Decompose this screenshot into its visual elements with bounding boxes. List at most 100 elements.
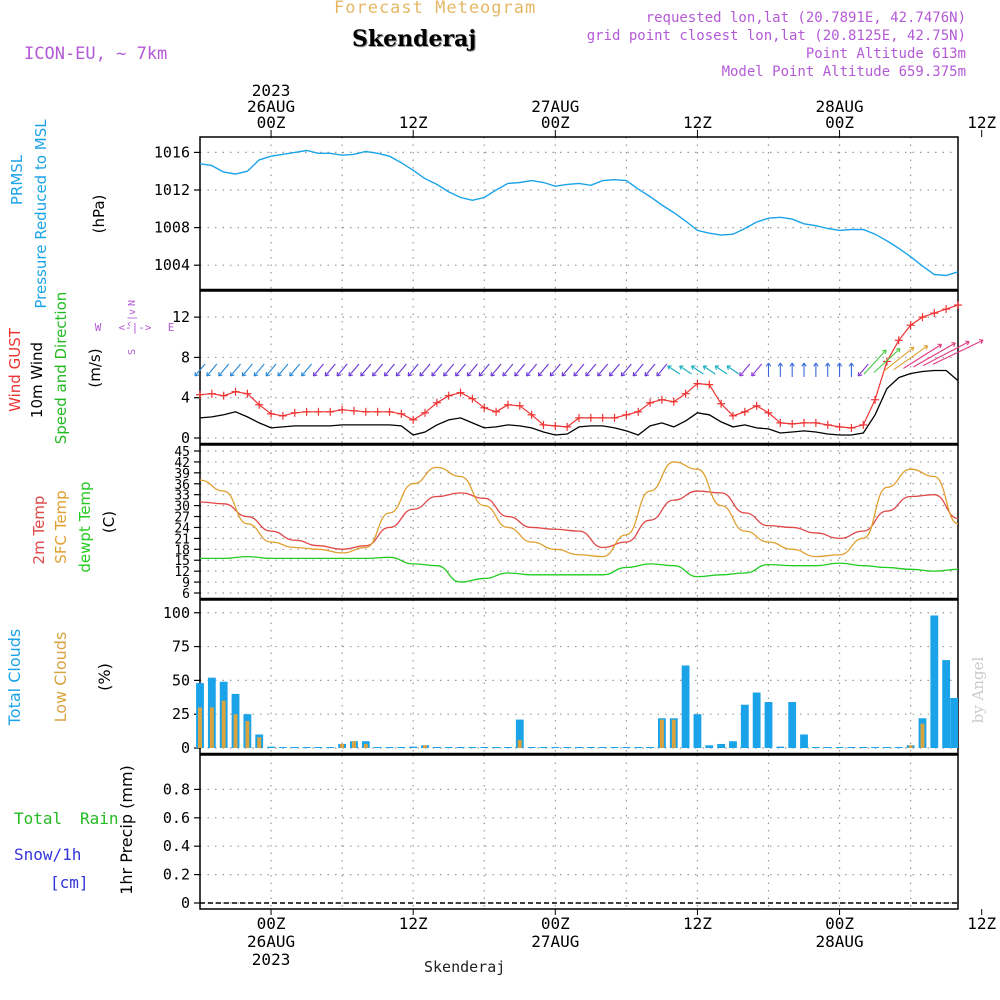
low-clouds-bar	[920, 723, 925, 748]
wind-direction-head	[194, 374, 199, 377]
low-clouds-bar	[209, 707, 214, 748]
low-clouds-bar	[517, 739, 522, 748]
wind-direction-head	[277, 374, 282, 377]
wind-direction-arrow	[913, 342, 956, 368]
wind-gust-marker	[302, 407, 311, 416]
wind-gust-marker	[800, 418, 809, 427]
wind-direction-shaft	[549, 363, 561, 377]
wind-direction-shaft	[561, 363, 573, 377]
wind-direction-arrow	[537, 363, 549, 377]
low-clouds-bar	[233, 714, 238, 748]
total-clouds-bar	[575, 747, 583, 748]
wind-direction-shaft	[726, 365, 740, 375]
total-clouds-bar	[267, 746, 275, 748]
wind-gust-marker	[231, 387, 240, 396]
wind-direction-head	[384, 374, 389, 377]
wind-direction-head	[925, 345, 929, 350]
wind-direction-arrow	[573, 363, 585, 377]
y-tick-label: 8	[181, 348, 190, 366]
wind-direction-shaft	[455, 363, 466, 377]
wind-direction-shaft	[431, 363, 443, 377]
y-tick-label: 1004	[154, 256, 190, 274]
wind-direction-head	[206, 374, 211, 377]
total-clouds-bar	[705, 745, 714, 748]
wind-direction-head	[254, 374, 259, 377]
low-clouds-bar	[671, 719, 676, 748]
wind-direction-arrow	[644, 363, 656, 377]
total-clouds-bar	[729, 741, 737, 748]
y-tick-label: 1012	[154, 181, 190, 199]
bottom-time-label: 12Z	[683, 914, 712, 933]
wind-direction-arrow	[789, 362, 795, 377]
wind-direction-head	[573, 374, 578, 377]
wind-direction-arrow	[348, 363, 360, 377]
wind-direction-arrow	[714, 365, 728, 375]
wind-gust-marker	[575, 413, 583, 422]
wind-gust-marker	[811, 418, 820, 427]
wind-direction-head	[679, 365, 682, 370]
wind-direction-head	[789, 362, 793, 367]
total-clouds-bar	[444, 747, 453, 748]
pressure-series-line	[199, 149, 959, 277]
wind-direction-arrow	[265, 363, 277, 377]
wind-direction-arrow	[585, 363, 597, 377]
wind-direction-head	[858, 374, 863, 377]
bottom-time-label: 28AUG	[815, 932, 863, 951]
low-clouds-bar	[908, 745, 913, 748]
total-clouds-bar	[859, 747, 868, 748]
wind-gust-marker	[894, 336, 903, 345]
wind-gust-marker	[717, 399, 726, 408]
wind-direction-head	[702, 365, 706, 370]
total-clouds-bar	[586, 747, 595, 748]
wind-direction-head	[739, 374, 744, 377]
station-name: Skenderaj	[352, 26, 477, 52]
wind-direction-arrow	[431, 363, 443, 377]
wind-direction-arrow	[702, 365, 716, 375]
total-clouds-bar	[598, 747, 607, 748]
wind-direction-shaft	[538, 363, 549, 377]
compass-north-label: N	[127, 300, 138, 306]
wind-direction-head	[514, 374, 519, 377]
total-clouds-bar	[847, 747, 856, 748]
wind-direction-shaft	[632, 363, 644, 377]
wind-direction-arrow	[419, 363, 431, 377]
wind-direction-head	[242, 374, 247, 377]
wind-gust-marker	[267, 409, 276, 418]
wind-direction-shaft	[903, 343, 942, 369]
wind-direction-arrow	[848, 362, 855, 377]
top-time-label: 2023	[252, 81, 291, 100]
wind-direction-arrow	[690, 365, 704, 375]
model-name: ICON-EU, ~ 7km	[24, 44, 168, 64]
total-clouds-axis-label: Total Clouds	[5, 629, 24, 727]
wind-direction-head	[827, 362, 831, 367]
wind-direction-arrow	[561, 363, 573, 377]
wind-direction-shaft	[913, 342, 956, 368]
wind-direction-arrow	[903, 343, 942, 369]
wind-direction-shaft	[585, 363, 597, 377]
legend-total: Total	[14, 809, 62, 828]
wind-gust-marker	[373, 407, 382, 416]
pressure-panel: 1004 1008 1012 1016	[154, 136, 959, 291]
wind-direction-head	[360, 374, 365, 377]
wind-direction-head	[443, 374, 448, 377]
wind-direction-arrow	[253, 363, 265, 377]
total-clouds-bar	[480, 747, 489, 748]
low-clouds-bar	[198, 707, 202, 748]
y-tick-label: 9	[182, 576, 190, 591]
footer-station: Skenderaj	[424, 958, 506, 976]
wind-direction-head	[372, 374, 377, 377]
temp-2m-axis-label: 2m Temp	[30, 496, 48, 565]
wind-direction-head	[777, 362, 781, 367]
low-clouds-bar	[340, 743, 345, 748]
wind-direction-arrow	[241, 363, 253, 377]
wind-direction-head	[313, 374, 318, 377]
pressure-axis-label-short: PRMSL	[8, 154, 26, 205]
wind-gust-marker	[942, 305, 951, 314]
grid-point-coordinates: grid point closest lon,lat (20.8125E, 42…	[586, 28, 966, 44]
temp-sfc-series-line	[199, 461, 959, 558]
wind-gust-marker	[551, 421, 560, 430]
y-tick-label: 30	[174, 500, 190, 515]
wind-direction-arrow	[360, 363, 372, 377]
total-clouds-bar	[290, 747, 299, 748]
